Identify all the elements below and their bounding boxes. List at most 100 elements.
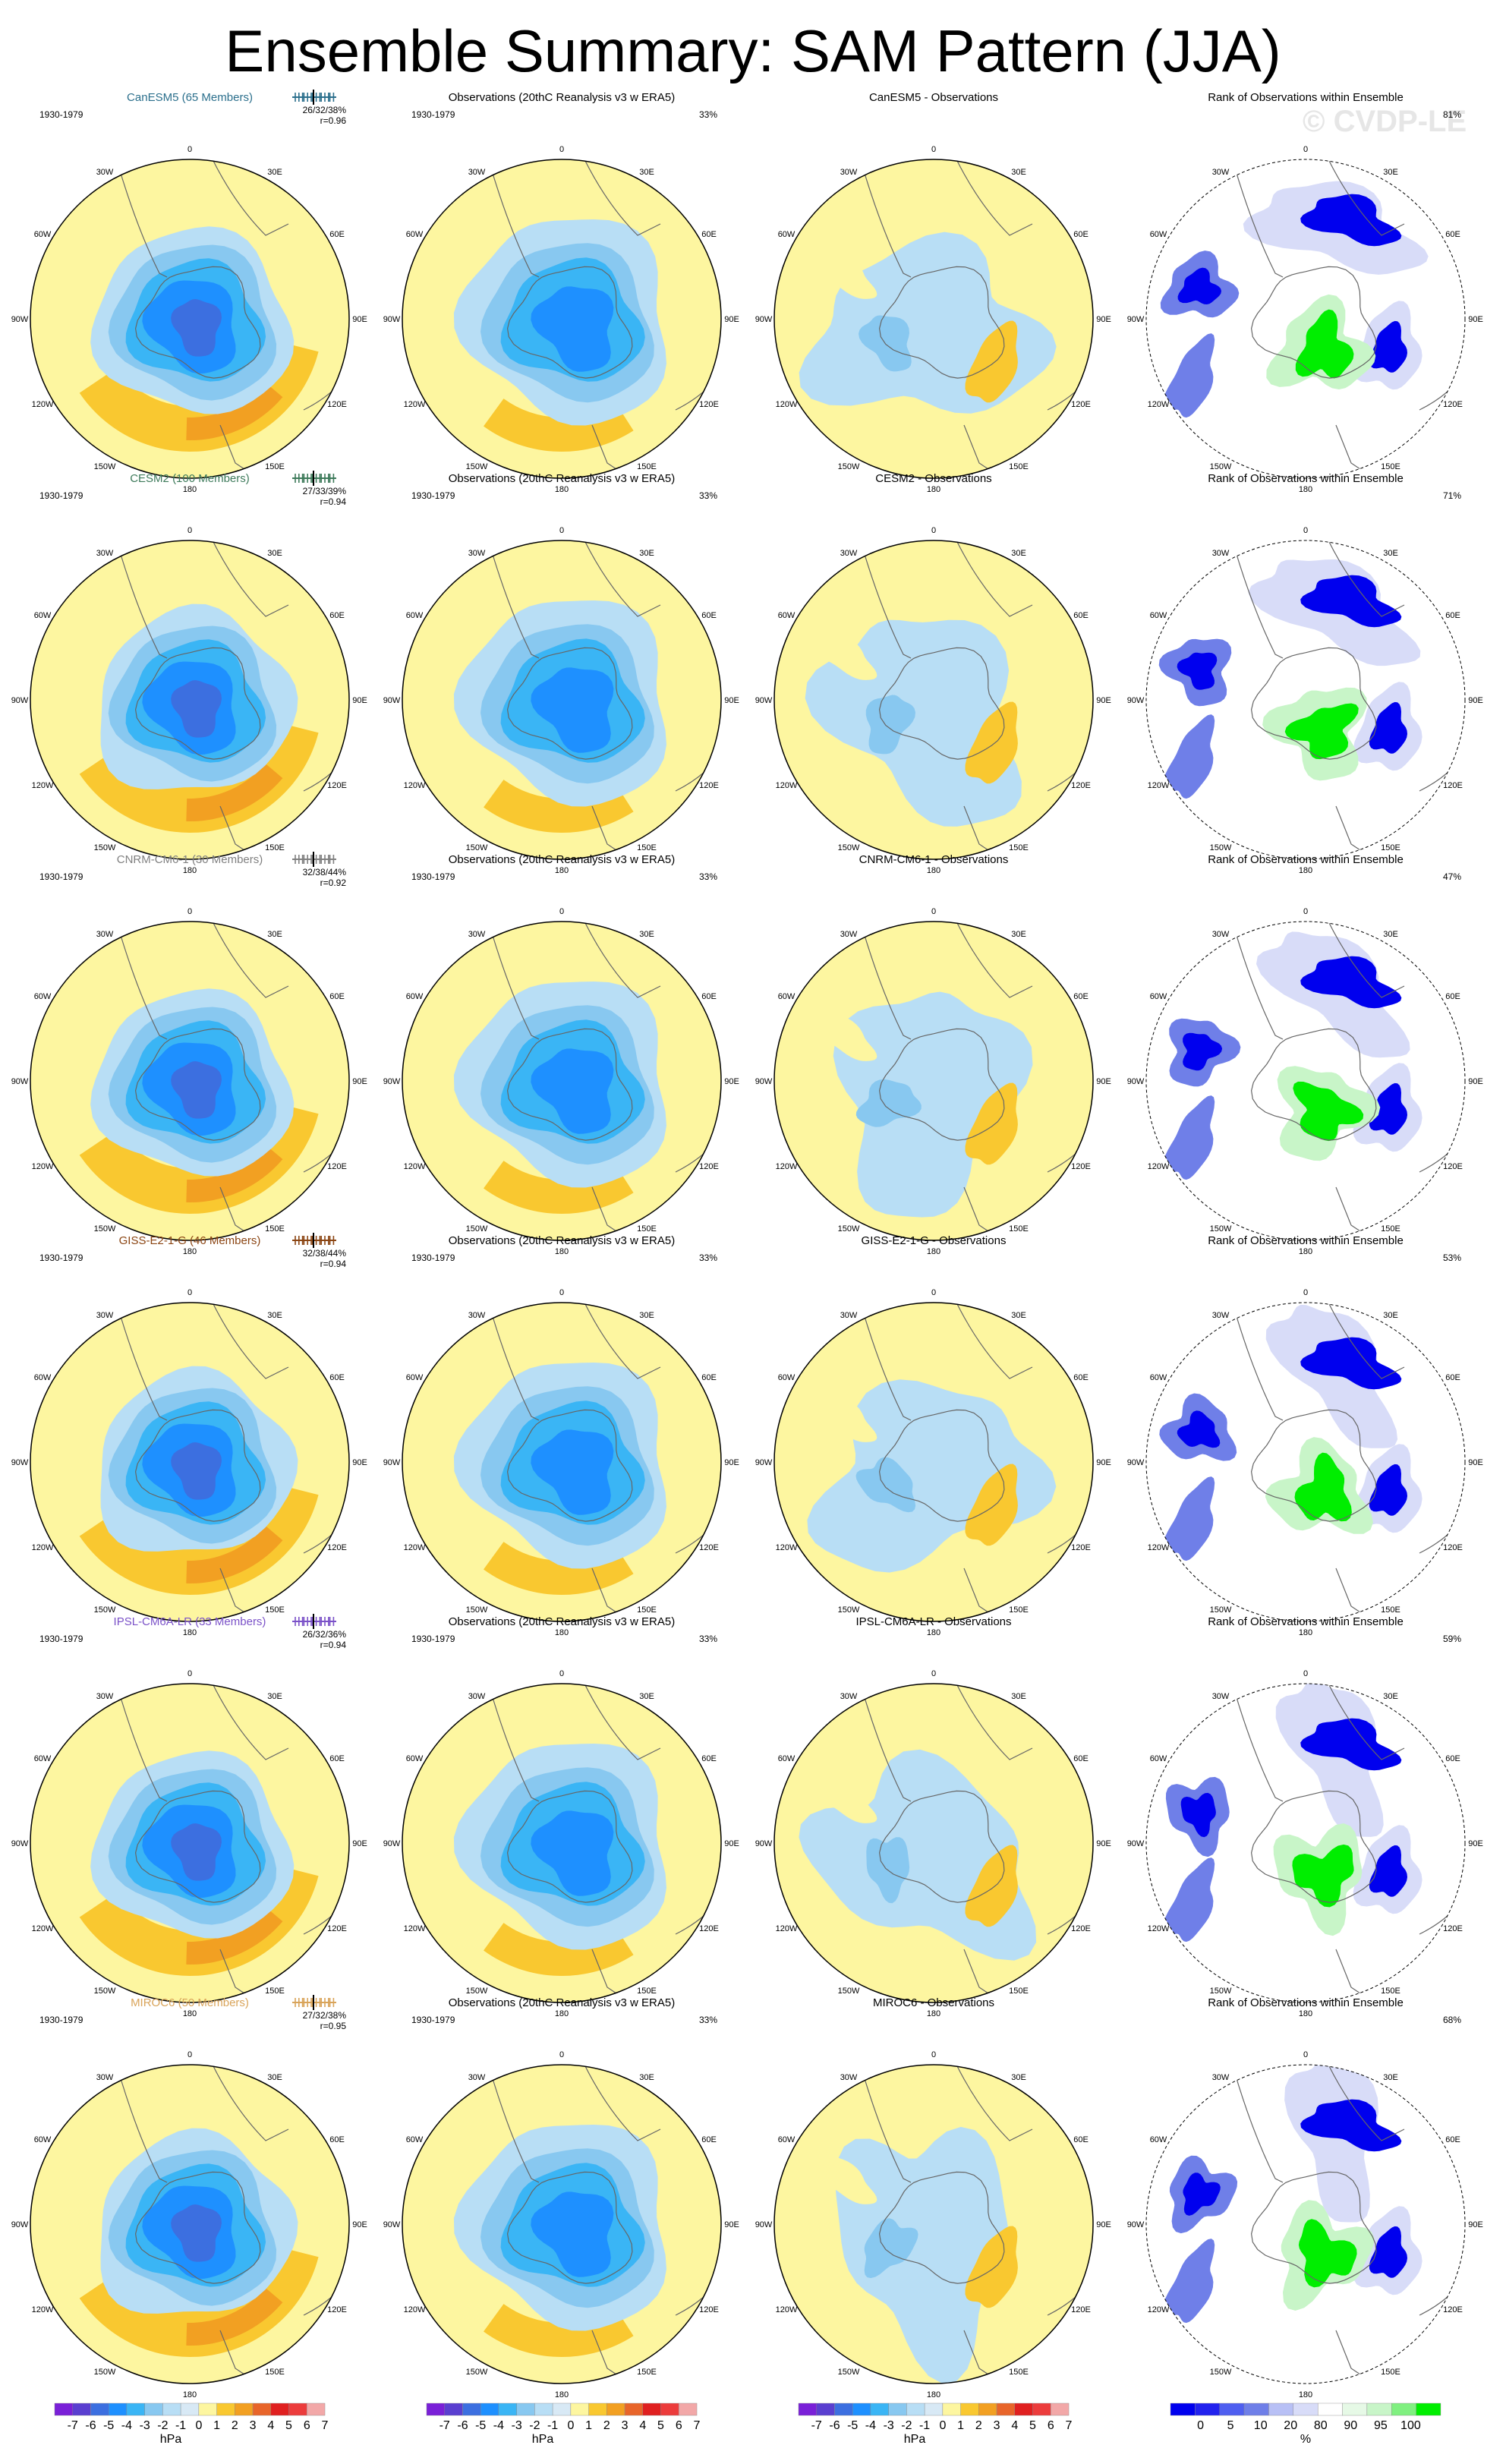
longitude-label: 150E	[637, 462, 657, 471]
rank-title: Rank of Observations within Ensemble	[1208, 1615, 1404, 1628]
model-title: MIROC6 (50 Members)	[131, 1996, 249, 2009]
colorbar: -7 -6 -5 -4 -3 -2 -1 0 1 2 3 4 5 6 7 hPa	[54, 2403, 329, 2446]
colorbar-tick-label: 5	[1029, 2419, 1036, 2432]
difference-map: 0 30E 60E 90E 120E 150E 180 150W 120W 90W 60W 30W	[755, 1288, 1111, 1637]
negative-contour-4	[531, 1429, 614, 1515]
period-label: 1930-1979	[411, 1634, 455, 1644]
antarctica-coastline	[134, 647, 261, 760]
longitude-label: 150W	[1210, 462, 1232, 471]
longitude-label: 30W	[468, 930, 486, 939]
longitude-label: 60E	[701, 611, 717, 620]
longitude-label: 30W	[468, 168, 486, 177]
longitude-label: 120W	[776, 400, 798, 409]
rank-mid-area	[1162, 333, 1215, 418]
longitude-label: 120E	[1443, 1543, 1463, 1552]
longitude-label: 150W	[838, 843, 860, 852]
longitude-label: 180	[555, 1628, 569, 1637]
longitude-label: 60E	[329, 2135, 345, 2144]
period-label: 1930-1979	[39, 1252, 83, 1263]
colorbar-swatch	[679, 2403, 698, 2416]
model-sam-map: 0 30E 60E 90E 120E 150E 180 150W 120W 90W 60W 30W	[11, 145, 367, 494]
longitude-label: 120E	[1443, 400, 1463, 409]
longitude-label: 90E	[1468, 696, 1483, 705]
colorbar-swatch	[1416, 2403, 1441, 2416]
longitude-label: 120W	[32, 1162, 54, 1171]
colorbar: 0 5 10 20 80 90 95 100%	[1170, 2403, 1441, 2446]
colorbar-swatch	[426, 2403, 445, 2416]
longitude-label: 60E	[1073, 1373, 1089, 1382]
south-america-coastline	[861, 2068, 912, 2183]
africa-coastline	[212, 159, 289, 236]
antarctica-coastline	[506, 2171, 633, 2284]
colorbar-tick-label: -3	[140, 2419, 150, 2432]
antarctica-coastline	[1250, 2171, 1377, 2284]
longitude-label: 180	[1299, 866, 1312, 875]
longitude-label: 0	[931, 1288, 936, 1297]
colorbar-tick-label: -5	[103, 2419, 114, 2432]
obs-sam-map: 0 30E 60E 90E 120E 150E 180 150W 120W 90W 60W 30W	[383, 2050, 739, 2399]
longitude-label: 120W	[404, 781, 426, 790]
longitude-label: 90E	[1096, 315, 1111, 324]
antarctica-coastline	[878, 266, 1005, 379]
obs-sam-map: 0 30E 60E 90E 120E 150E 180 150W 120W 90W 60W 30W	[383, 1669, 739, 2018]
longitude-label: 30W	[96, 168, 114, 177]
longitude-label: 120W	[32, 2305, 54, 2314]
longitude-label: 0	[559, 2050, 564, 2059]
new-zealand-coastline	[219, 424, 247, 471]
rank-low-area	[1369, 1464, 1407, 1516]
colorbar-swatch	[1051, 2403, 1070, 2416]
rank-highest-area	[1284, 703, 1359, 760]
colorbar-tick-label: 0	[1197, 2419, 1204, 2432]
longitude-label: 120E	[327, 2305, 347, 2314]
period-label: 1930-1979	[39, 490, 83, 501]
pc-variance-label: 27/33/39%	[303, 486, 347, 496]
longitude-label: 150E	[265, 1605, 285, 1615]
longitude-label: 30E	[639, 2073, 654, 2082]
longitude-label: 30W	[1212, 1692, 1230, 1701]
colorbar-tick-label: -3	[512, 2419, 522, 2432]
longitude-label: 0	[931, 1669, 936, 1678]
longitude-label: 60E	[701, 1373, 717, 1382]
longitude-label: 90W	[383, 1458, 401, 1467]
longitude-label: 90E	[1096, 696, 1111, 705]
antarctica-coastline	[878, 1028, 1005, 1141]
longitude-label: 150W	[466, 1987, 488, 1996]
colorbar-swatch	[1014, 2403, 1033, 2416]
map-area	[774, 540, 1093, 859]
longitude-label: 30E	[267, 1692, 282, 1701]
colorbar-tick-label: 2	[232, 2419, 238, 2432]
longitude-label: 90E	[724, 1458, 739, 1467]
antarctica-coastline	[1250, 647, 1377, 760]
colorbar-swatch	[570, 2403, 589, 2416]
colorbar-swatch	[798, 2403, 817, 2416]
colorbar-tick-label: 6	[676, 2419, 682, 2432]
longitude-label: 90W	[11, 1077, 29, 1086]
colorbar-tick-label: 2	[603, 2419, 610, 2432]
colorbar-swatch	[516, 2403, 535, 2416]
longitude-label: 120W	[32, 1924, 54, 1933]
rank-low-area	[1300, 194, 1402, 247]
longitude-label: 150W	[94, 1224, 116, 1234]
longitude-label: 30E	[1011, 2073, 1026, 2082]
ensemble-spread-bar	[292, 1614, 336, 1629]
difference-map: 0 30E 60E 90E 120E 150E 180 150W 120W 90W 60W 30W	[755, 145, 1111, 494]
longitude-label: 150E	[637, 1987, 657, 1996]
longitude-label: 150W	[94, 843, 116, 852]
map-border	[1145, 921, 1466, 1241]
positive-crescent	[79, 1864, 319, 1976]
longitude-label: 90W	[1127, 1077, 1145, 1086]
africa-coastline	[956, 159, 1033, 236]
colorbar-swatch	[1219, 2403, 1245, 2416]
longitude-label: 0	[187, 2050, 192, 2059]
period-label: 1930-1979	[411, 109, 455, 120]
map-border	[402, 540, 722, 860]
colorbar: -7 -6 -5 -4 -3 -2 -1 0 1 2 3 4 5 6 7 hPa	[798, 2403, 1073, 2446]
positive-core	[186, 763, 283, 821]
longitude-label: 90E	[724, 1077, 739, 1086]
longitude-label: 150W	[1210, 1987, 1232, 1996]
longitude-label: 60E	[1073, 230, 1089, 239]
colorbar-swatch	[1366, 2403, 1392, 2416]
negative-difference	[833, 991, 1033, 1218]
rank-percent-label: 59%	[1443, 1634, 1461, 1644]
longitude-label: 30W	[840, 930, 858, 939]
